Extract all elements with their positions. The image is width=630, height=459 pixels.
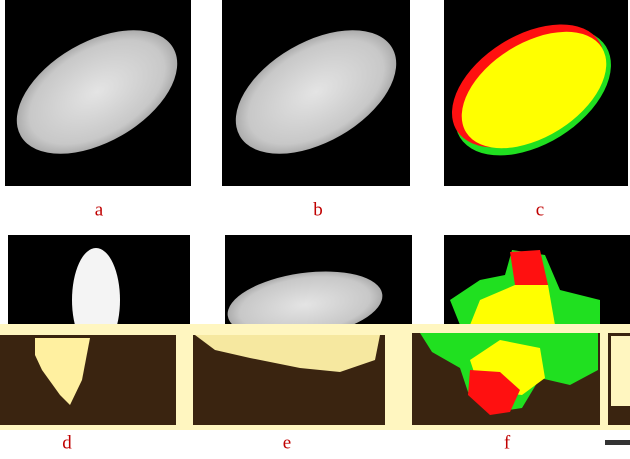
panel-c <box>430 0 630 186</box>
panel-label: d <box>62 432 72 453</box>
panel-d-overlay <box>0 335 176 425</box>
panel-edge <box>611 336 630 406</box>
panel-e-overlay <box>193 335 385 425</box>
scale-bar <box>605 440 630 445</box>
panel-label: f <box>504 432 511 453</box>
panel-f <box>444 235 630 325</box>
panel-a <box>0 0 198 186</box>
panel-label: c <box>536 199 544 220</box>
figure: a b c d e f <box>0 0 630 459</box>
panel-label: b <box>313 199 323 220</box>
panel-label: e <box>283 432 291 453</box>
panel-f-overlay <box>412 333 600 425</box>
panel-b <box>215 0 417 186</box>
panel-label: a <box>95 199 104 220</box>
